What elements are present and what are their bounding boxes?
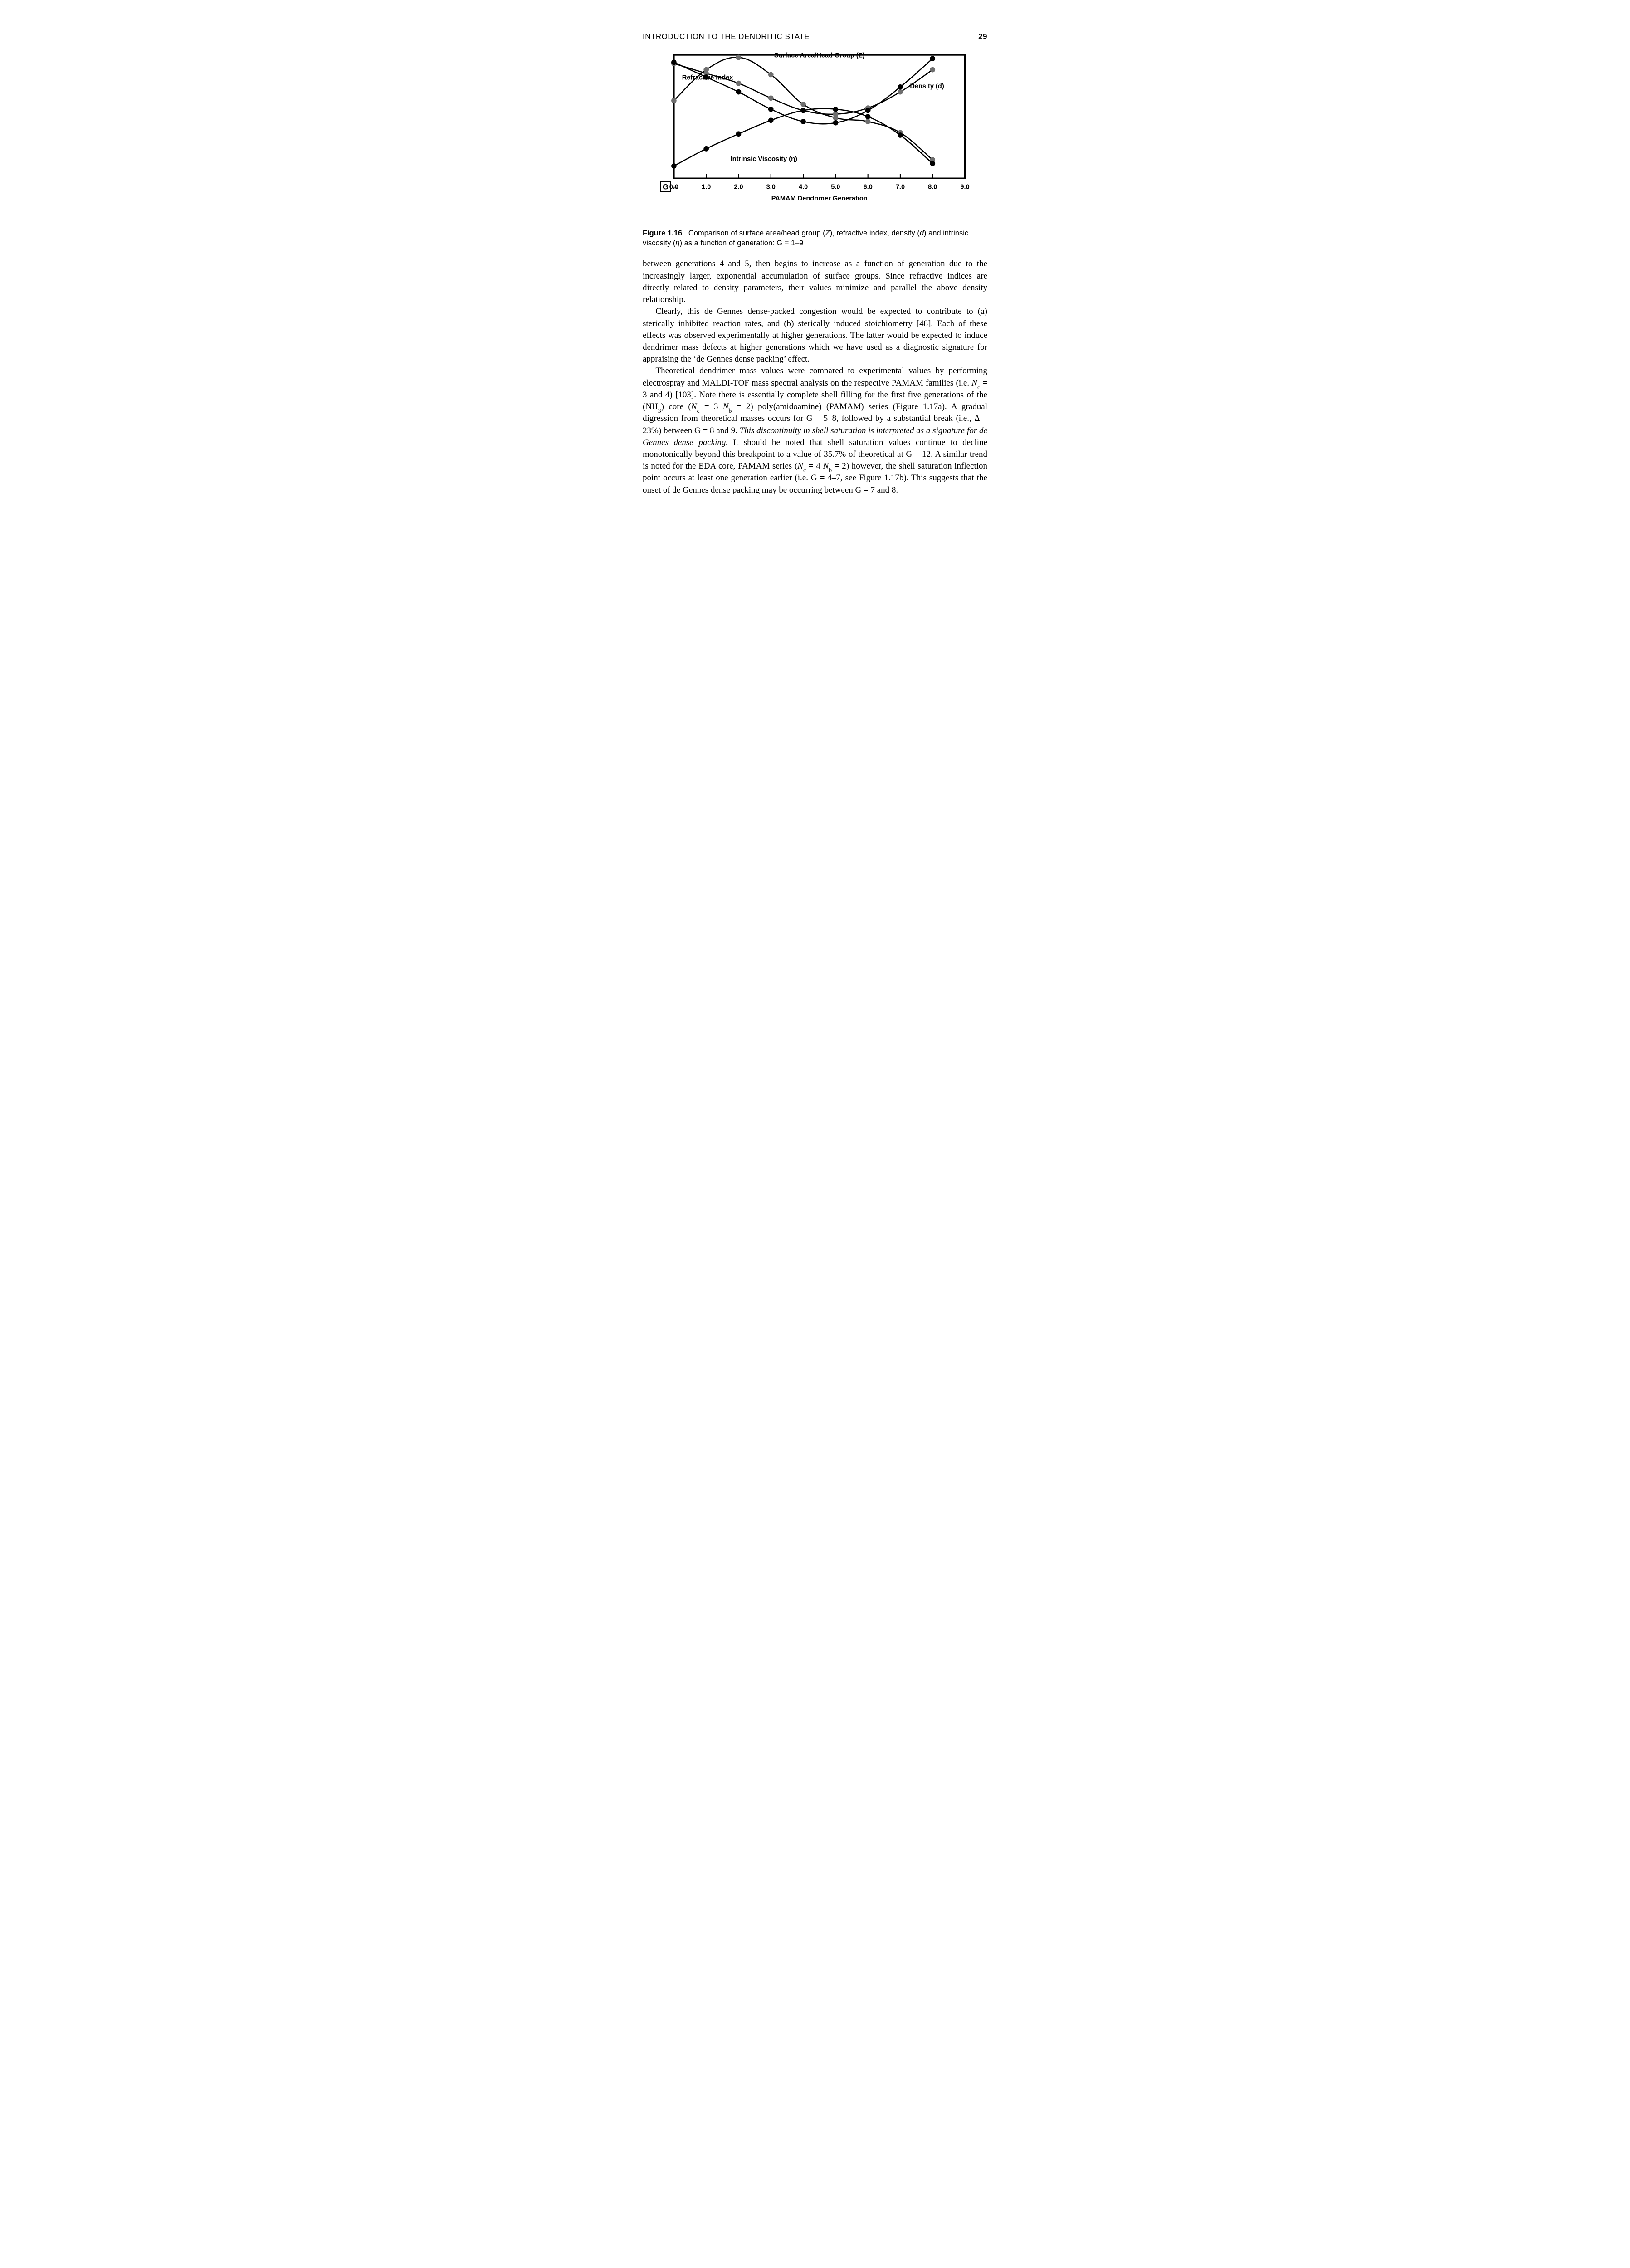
caption-Z: Z xyxy=(825,229,830,237)
svg-text:2.0: 2.0 xyxy=(734,183,743,191)
chart-svg: 0.01.02.03.04.05.06.07.08.09.0PAMAM Dend… xyxy=(656,50,974,218)
svg-text:Refractive Index: Refractive Index xyxy=(682,74,733,81)
caption-eta: η xyxy=(675,239,679,247)
svg-text:5.0: 5.0 xyxy=(831,183,840,191)
svg-text:Intrinsic Viscosity (η): Intrinsic Viscosity (η) xyxy=(731,156,797,163)
running-title: INTRODUCTION TO THE DENDRITIC STATE xyxy=(643,32,810,42)
svg-text:G: G xyxy=(663,182,669,191)
svg-text:9.0: 9.0 xyxy=(960,183,969,191)
page: INTRODUCTION TO THE DENDRITIC STATE 29 0… xyxy=(625,0,1005,533)
svg-text:PAMAM Dendrimer Generation: PAMAM Dendrimer Generation xyxy=(771,195,868,202)
caption-text: ), refractive index, den­sity ( xyxy=(830,229,920,237)
svg-text:=: = xyxy=(673,184,677,191)
figure-1-16: 0.01.02.03.04.05.06.07.08.09.0PAMAM Dend… xyxy=(643,50,987,249)
caption-d: d xyxy=(920,229,924,237)
figure-caption: Figure 1.16 Comparison of surface area/h… xyxy=(643,228,987,249)
svg-text:6.0: 6.0 xyxy=(864,183,873,191)
paragraph-3: Theoretical dendrimer mass values were c… xyxy=(643,365,987,496)
caption-text: ) as a function of generation: G = 1–9 xyxy=(680,239,804,247)
svg-text:4.0: 4.0 xyxy=(799,183,808,191)
svg-text:3.0: 3.0 xyxy=(766,183,776,191)
paragraph-2: Clearly, this de Gennes dense-packed con… xyxy=(643,306,987,365)
svg-text:8.0: 8.0 xyxy=(928,183,937,191)
svg-text:1.0: 1.0 xyxy=(702,183,711,191)
paragraph-1: between generations 4 and 5, then begins… xyxy=(643,258,987,306)
running-head: INTRODUCTION TO THE DENDRITIC STATE 29 xyxy=(643,32,987,42)
page-number: 29 xyxy=(978,32,987,42)
figure-number: Figure 1.16 xyxy=(643,229,682,237)
svg-text:Surface Area/Head Group (Z): Surface Area/Head Group (Z) xyxy=(774,52,865,59)
svg-text:Density (d): Density (d) xyxy=(910,83,944,90)
body-text: between generations 4 and 5, then begins… xyxy=(643,258,987,496)
chart: 0.01.02.03.04.05.06.07.08.09.0PAMAM Dend… xyxy=(656,50,974,222)
svg-text:7.0: 7.0 xyxy=(896,183,905,191)
caption-text: Comparison of surface area/head group ( xyxy=(688,229,825,237)
